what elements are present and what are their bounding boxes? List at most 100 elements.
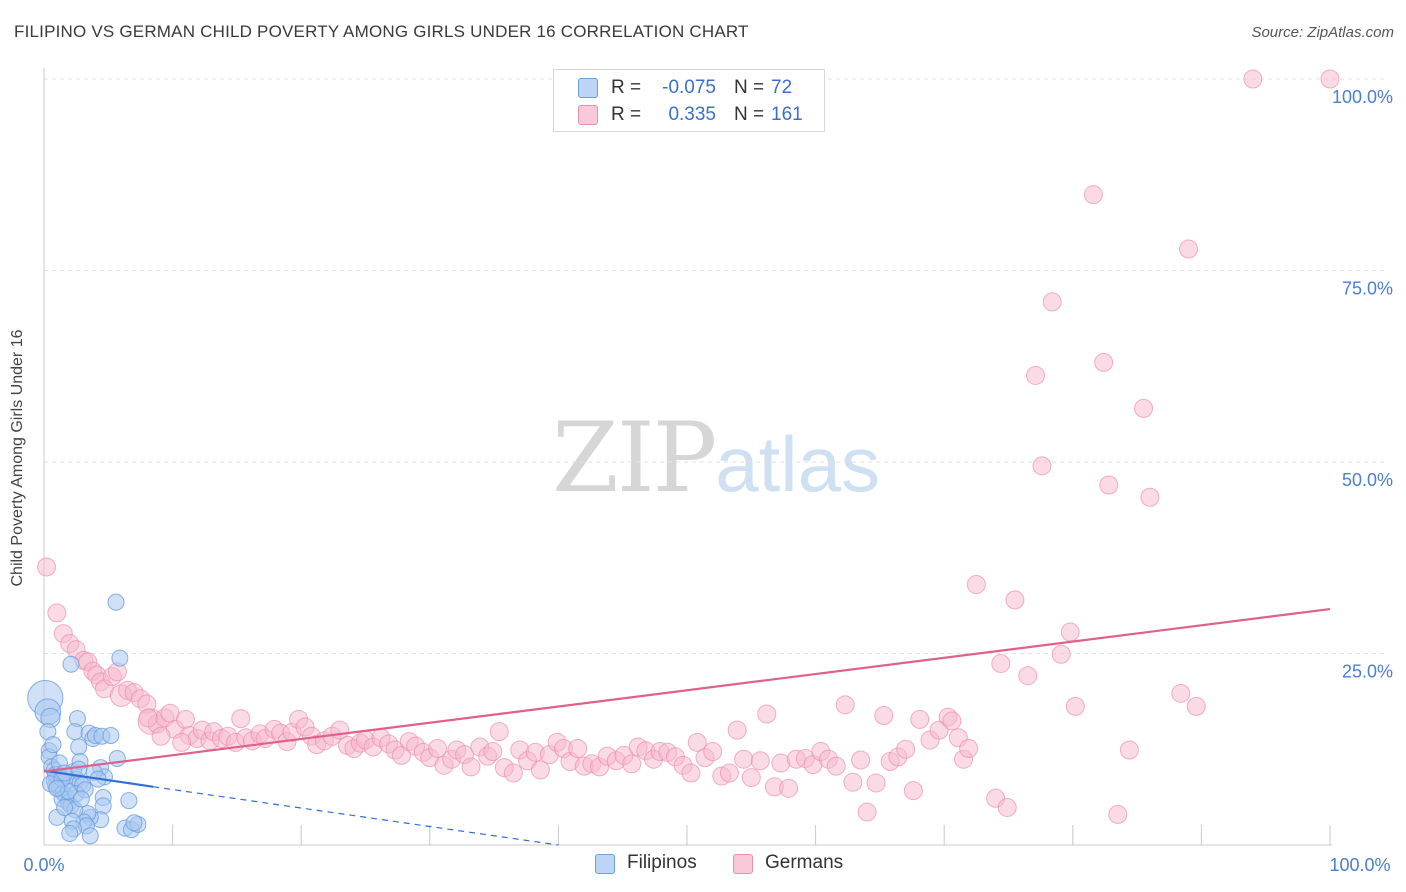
germans-trend-line <box>43 607 1331 773</box>
germans-point <box>874 706 894 726</box>
legend-swatch-filipinos <box>578 78 598 98</box>
germans-point <box>461 757 481 777</box>
axes <box>43 68 1332 846</box>
germans-point <box>1060 622 1080 642</box>
trend-lines-dashed <box>153 786 559 846</box>
germans-point <box>1243 69 1263 89</box>
germans-point <box>428 738 448 758</box>
germans-point <box>910 709 930 729</box>
germans-point <box>851 750 871 770</box>
filipinos-point <box>108 749 126 767</box>
germans-point <box>991 653 1011 673</box>
germans-point <box>703 742 723 762</box>
filipinos-point <box>44 736 62 754</box>
germans-point <box>1134 398 1154 418</box>
germans-point <box>942 711 962 731</box>
filipinos-point <box>94 797 112 815</box>
germans-point <box>1094 352 1114 372</box>
germans-point <box>1140 487 1160 507</box>
germans-point <box>1005 590 1025 610</box>
y-tick-label: 25.0% <box>1342 662 1393 682</box>
germans-point <box>231 709 251 729</box>
germans-points <box>37 69 1340 824</box>
legend-n-value: 161 <box>771 104 803 125</box>
germans-point <box>172 732 192 752</box>
germans-point <box>687 732 707 752</box>
germans-point <box>1026 365 1046 385</box>
correlation-legend: R = -0.075 N = 72 R = 0.335 N = 161 <box>553 69 825 132</box>
filipinos-point <box>72 790 90 808</box>
germans-point <box>1099 475 1119 495</box>
germans-point <box>1186 696 1206 716</box>
filipinos-point <box>62 655 80 673</box>
bottom-legend-label-filipinos: Filipinos <box>627 852 697 873</box>
y-axis-label: Child Poverty Among Girls Under 16 <box>9 329 26 587</box>
germans-point <box>138 708 158 728</box>
y-tick-label: 100.0% <box>1332 87 1393 107</box>
germans-point <box>503 763 523 783</box>
germans-point <box>896 739 916 759</box>
tick-labels: 25.0% 50.0% 75.0% 100.0% 0.0% 100.0% <box>23 87 1393 875</box>
y-tick-label: 75.0% <box>1342 279 1393 299</box>
x-tick-label: 100.0% <box>1329 855 1390 875</box>
grid <box>44 78 1386 654</box>
germans-point <box>622 754 642 774</box>
filipinos-point <box>102 726 120 744</box>
filipinos-point <box>125 814 143 832</box>
bottom-legend-swatch-filipinos <box>595 854 615 874</box>
germans-point <box>1108 804 1128 824</box>
germans-point <box>1051 644 1071 664</box>
germans-point <box>843 772 863 792</box>
germans-point <box>929 720 949 740</box>
filipinos-point <box>61 825 79 843</box>
germans-point <box>1042 292 1062 312</box>
chart-title: FILIPINO VS GERMAN CHILD POVERTY AMONG G… <box>14 22 749 41</box>
germans-point <box>483 742 503 762</box>
germans-point <box>719 763 739 783</box>
germans-point <box>151 726 171 746</box>
filipinos-point <box>81 827 99 845</box>
legend-r-value: 0.335 <box>668 104 716 125</box>
germans-point <box>826 756 846 776</box>
germans-point <box>175 709 195 729</box>
legend-n-value: 72 <box>771 77 793 98</box>
trend-lines <box>43 607 1331 788</box>
germans-point <box>1119 740 1139 760</box>
germans-point <box>757 704 777 724</box>
germans-point <box>741 768 761 788</box>
bottom-legend-label-germans: Germans <box>765 852 844 873</box>
legend-r-value: -0.075 <box>662 77 716 98</box>
germans-point <box>1171 683 1191 703</box>
germans-point <box>489 722 509 742</box>
filipinos-trend-line <box>43 769 154 788</box>
watermark-zip: ZIP <box>552 402 717 514</box>
germans-point <box>1320 69 1340 89</box>
germans-point <box>959 738 979 758</box>
filipinos-point <box>48 779 66 797</box>
germans-point <box>997 797 1017 817</box>
germans-point <box>681 763 701 783</box>
source-label: Source: ZipAtlas.com <box>1251 24 1394 41</box>
legend-r-label: R = <box>611 104 642 125</box>
filipinos-point <box>66 723 84 741</box>
filipinos-point <box>56 798 74 816</box>
legend-n-label: N = <box>734 77 765 98</box>
germans-point <box>779 778 799 798</box>
germans-point <box>1065 696 1085 716</box>
germans-point <box>568 738 588 758</box>
legend-row-germans: R = 0.335 N = 161 <box>554 102 824 128</box>
germans-point <box>1083 185 1103 205</box>
x-tick-label: 0.0% <box>23 855 64 875</box>
filipinos-point <box>111 649 129 667</box>
legend-swatch-germans <box>578 105 598 125</box>
germans-point <box>1032 456 1052 476</box>
germans-point <box>47 603 67 623</box>
germans-point <box>727 720 747 740</box>
germans-point <box>37 557 57 577</box>
germans-point <box>857 802 877 822</box>
legend-r-label: R = <box>611 77 642 98</box>
germans-point <box>750 751 770 771</box>
filipinos-point <box>107 593 125 611</box>
germans-point <box>866 773 886 793</box>
watermark: ZIPatlas <box>552 402 880 514</box>
